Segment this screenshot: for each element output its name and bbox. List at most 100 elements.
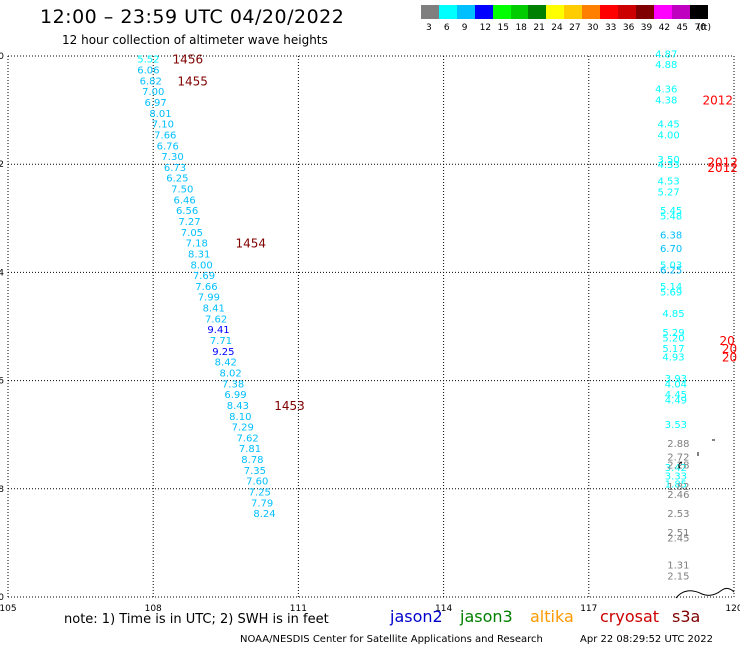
color-swatch-label: 6 <box>443 23 450 33</box>
wave-height-value: 7.05 <box>181 228 203 239</box>
legend-item-cryosat: cryosat <box>600 607 660 626</box>
lat-tick-label: -16 <box>0 377 4 387</box>
coastline-fragment <box>678 461 683 469</box>
wave-height-value: 5.17 <box>662 344 684 355</box>
map-subtitle: 12 hour collection of altimeter wave hei… <box>62 33 328 47</box>
wave-height-value: 4.38 <box>655 95 677 106</box>
wave-height-value: 2.51 <box>667 528 689 539</box>
wave-height-value: 7.99 <box>198 293 220 304</box>
color-swatch <box>438 5 458 19</box>
wave-height-value: 7.79 <box>251 498 273 509</box>
color-swatch <box>689 5 708 19</box>
lon-tick-label: 105 <box>0 604 17 614</box>
wave-height-value: 7.81 <box>239 444 261 455</box>
color-swatch <box>617 5 637 19</box>
color-swatch-label: 9 <box>461 23 468 33</box>
color-swatch-label: 42 <box>658 23 671 33</box>
legend-item-s3a: s3a <box>672 607 701 626</box>
color-swatch-label: 15 <box>497 23 509 33</box>
color-swatch-label: 30 <box>587 23 599 33</box>
generated-timestamp: Apr 22 08:29:52 UTC 2022 <box>580 634 713 645</box>
wave-height-value: 4.36 <box>655 84 677 95</box>
wave-height-value: 7.50 <box>171 185 193 196</box>
wave-height-value: 6.99 <box>224 390 246 401</box>
legend-item-jason2: jason2 <box>390 607 443 626</box>
color-swatch-label: 70 <box>694 23 706 33</box>
wave-height-value: 9.41 <box>207 325 229 336</box>
color-swatch <box>564 5 583 19</box>
wave-height-value: 7.71 <box>210 336 232 347</box>
wave-height-value: 3.42 <box>665 463 687 474</box>
wave-height-value: 1.85 <box>665 479 687 490</box>
wave-height-value: 7.27 <box>178 217 200 228</box>
color-swatch-label: 27 <box>569 23 581 33</box>
footer-note: note: 1) Time is in UTC; 2) SWH is in fe… <box>64 612 329 627</box>
lat-tick-label: -10 <box>0 52 4 62</box>
color-swatch-label: 36 <box>622 23 635 33</box>
wave-height-value: 4.53 <box>658 176 680 187</box>
wave-height-value: 4.85 <box>662 309 684 320</box>
wave-height-value: 6.25 <box>660 266 682 277</box>
wave-height-value: 6.76 <box>157 141 179 152</box>
pass-time-label: 20 <box>722 350 737 364</box>
wave-height-value: 6.46 <box>174 195 196 206</box>
wave-height-value: 8.01 <box>149 109 171 120</box>
wave-height-value: 4.49 <box>665 396 687 407</box>
lon-tick-label: 117 <box>580 604 597 614</box>
wave-height-value: 8.42 <box>215 358 237 369</box>
wave-height-value: 8.41 <box>203 304 225 315</box>
wave-height-value: 6.70 <box>660 244 682 255</box>
wave-height-value: 4.33 <box>658 160 680 171</box>
wave-height-value: 7.38 <box>222 379 244 390</box>
wave-height-value: 8.00 <box>190 260 212 271</box>
color-swatch <box>528 5 547 19</box>
wave-height-value: 8.02 <box>220 368 242 379</box>
color-swatch-label: 21 <box>533 23 545 33</box>
wave-height-value: 5.29 <box>662 328 684 339</box>
wave-height-value: 7.62 <box>205 314 227 325</box>
wave-height-value: 7.66 <box>195 282 217 293</box>
lat-tick-label: -18 <box>0 485 4 495</box>
pass-time-label: 1456 <box>173 53 204 67</box>
wave-height-value: 6.97 <box>144 98 166 109</box>
wave-height-value: 4.45 <box>658 120 680 131</box>
wave-height-value: 7.60 <box>246 477 268 488</box>
wave-height-value: 3.50 <box>658 155 680 166</box>
wave-height-value: 7.29 <box>232 423 254 434</box>
wave-height-value: 7.62 <box>236 433 258 444</box>
wave-height-value: 8.24 <box>253 509 275 520</box>
color-swatch-label: 39 <box>640 23 653 33</box>
wave-height-value: 5.52 <box>137 55 159 66</box>
wave-height-value: 5.14 <box>660 282 682 293</box>
color-swatch <box>492 5 511 19</box>
wave-height-value: 6.82 <box>140 76 162 87</box>
color-swatch <box>421 5 440 19</box>
pass-time-label: 1455 <box>177 74 208 88</box>
wave-height-value: 4.00 <box>658 130 680 141</box>
wave-height-value: 4.88 <box>655 60 677 71</box>
color-swatch <box>600 5 619 19</box>
lon-tick-label: 108 <box>145 604 162 614</box>
lon-tick-label: 111 <box>290 604 307 614</box>
color-swatch <box>671 5 690 19</box>
pass-time-label: 1453 <box>274 399 305 413</box>
wave-height-value: 2.46 <box>667 490 689 501</box>
wave-height-value: 5.20 <box>662 333 684 344</box>
wave-height-value: 5.69 <box>660 287 682 298</box>
wave-height-value: 8.43 <box>227 401 249 412</box>
wave-height-value: 7.66 <box>154 130 176 141</box>
wave-height-value: 7.30 <box>161 152 183 163</box>
lon-tick-label: 120 <box>725 604 740 614</box>
wave-height-value: 3.93 <box>665 374 687 385</box>
wave-height-value: 2.88 <box>667 439 689 450</box>
wave-height-value: 7.10 <box>152 120 174 131</box>
wave-height-value: 8.78 <box>241 455 263 466</box>
pass-time-label: 20 <box>722 342 737 356</box>
wave-height-value: 6.06 <box>137 66 159 77</box>
wave-height-value: 8.31 <box>188 249 210 260</box>
wave-height-value: 2.28 <box>667 460 689 471</box>
color-swatch <box>456 5 476 19</box>
wave-height-value: 1.31 <box>667 561 689 572</box>
map-title: 12:00 – 23:59 UTC 04/20/2022 <box>40 6 345 28</box>
